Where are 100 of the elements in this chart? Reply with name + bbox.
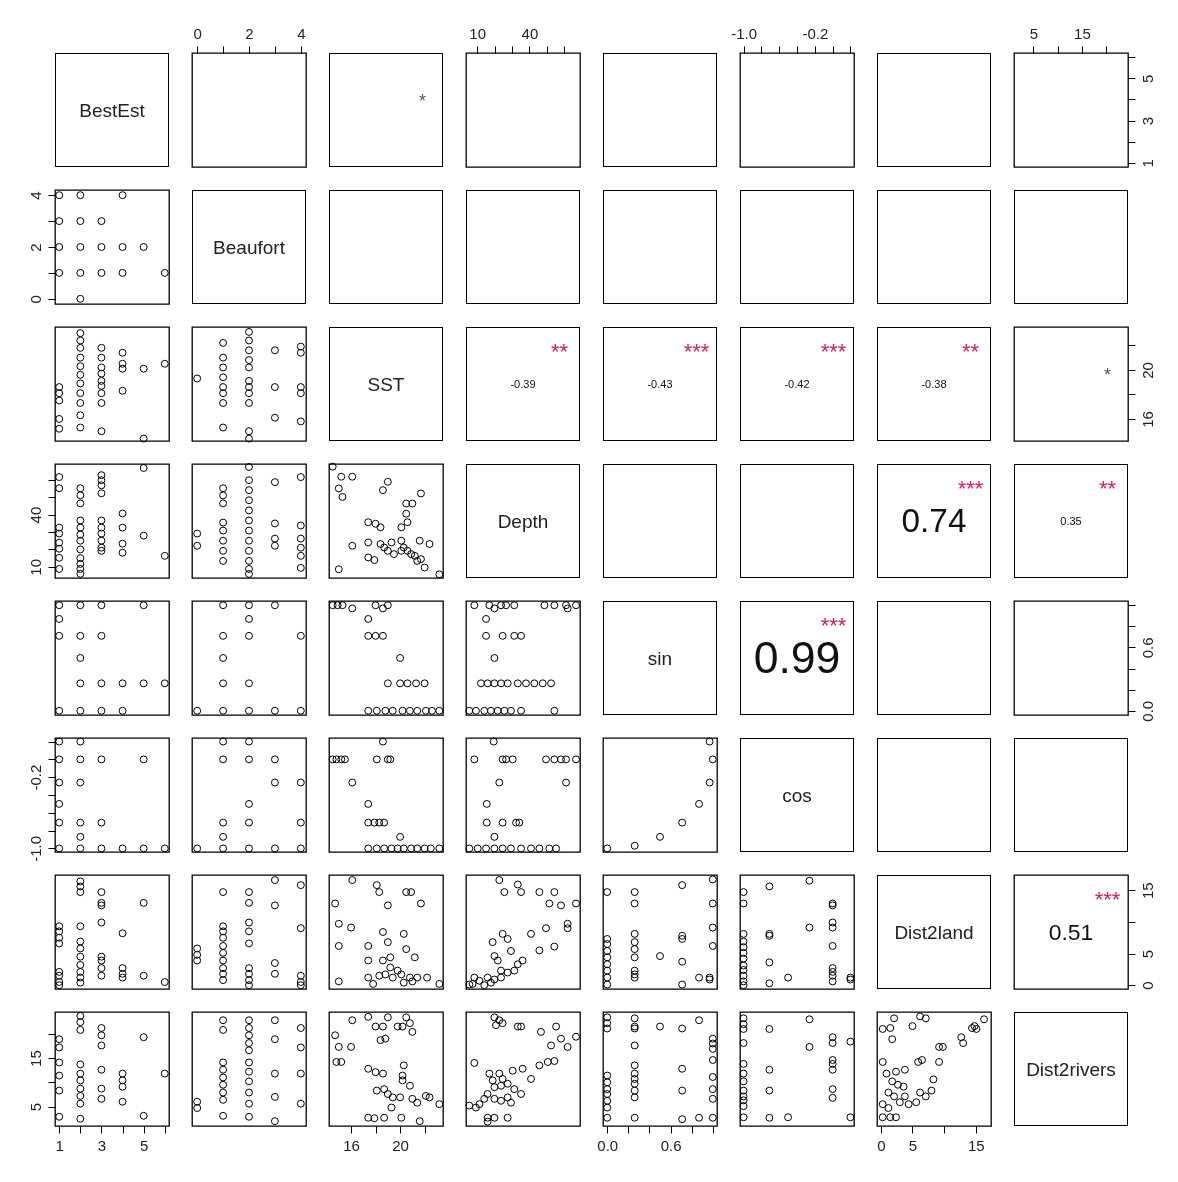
point <box>407 888 416 897</box>
point <box>510 631 519 640</box>
point <box>364 844 373 853</box>
point <box>396 1093 405 1102</box>
point <box>603 953 612 962</box>
point <box>535 844 544 853</box>
point <box>678 881 687 890</box>
point <box>337 755 346 764</box>
point <box>483 973 492 982</box>
point <box>296 631 305 640</box>
point <box>118 929 127 938</box>
point <box>76 631 85 640</box>
point <box>397 536 406 545</box>
point <box>739 1113 748 1122</box>
point <box>507 844 515 853</box>
point <box>497 601 505 610</box>
point <box>383 1090 392 1098</box>
point <box>55 939 64 948</box>
x-tick-label: 16 <box>343 1136 360 1154</box>
point <box>245 496 253 505</box>
point <box>219 922 228 931</box>
point <box>784 1113 793 1122</box>
point <box>630 1061 639 1070</box>
point <box>828 977 837 986</box>
point <box>498 1019 507 1028</box>
point <box>908 1022 917 1031</box>
point <box>219 1058 228 1067</box>
y-tick-label: 5 <box>1138 949 1156 959</box>
point <box>219 423 228 432</box>
point <box>97 844 106 853</box>
point <box>296 534 305 543</box>
point <box>245 1016 253 1025</box>
point <box>739 1059 748 1068</box>
point <box>892 1113 900 1122</box>
point <box>245 1024 253 1032</box>
point <box>739 961 748 970</box>
point <box>399 929 408 938</box>
point <box>413 1098 422 1107</box>
point <box>55 414 64 423</box>
y-tick-label: 5 <box>26 1102 44 1112</box>
point <box>493 956 502 965</box>
point <box>76 967 85 976</box>
point <box>118 1076 127 1085</box>
point <box>828 1033 837 1042</box>
point <box>219 499 228 508</box>
point <box>118 364 127 373</box>
point <box>495 1069 504 1078</box>
point <box>245 1112 253 1121</box>
point <box>739 954 748 963</box>
point <box>245 356 253 365</box>
point <box>828 1059 837 1068</box>
point <box>398 1022 407 1031</box>
point <box>160 268 169 277</box>
point <box>296 1043 305 1052</box>
point <box>219 338 228 347</box>
point <box>76 1060 85 1069</box>
point <box>76 554 85 563</box>
point <box>97 706 106 715</box>
point <box>402 499 411 508</box>
point <box>397 523 406 532</box>
point <box>383 1013 392 1022</box>
point <box>428 706 436 715</box>
point <box>139 971 148 980</box>
point <box>76 877 85 886</box>
point <box>245 327 253 336</box>
point <box>656 832 664 841</box>
point <box>739 966 748 974</box>
y-tick-label: 10 <box>26 559 44 576</box>
point <box>76 491 85 500</box>
point <box>739 943 748 952</box>
point <box>603 1024 612 1033</box>
point <box>399 844 408 853</box>
point <box>397 970 406 979</box>
point <box>76 882 85 891</box>
point <box>370 556 379 564</box>
point <box>914 1058 923 1066</box>
point <box>678 1086 687 1095</box>
point <box>708 941 717 950</box>
point <box>76 379 85 388</box>
point <box>97 399 106 407</box>
point <box>219 755 228 764</box>
point <box>416 555 425 564</box>
point <box>55 631 64 640</box>
point <box>219 832 228 841</box>
point <box>402 509 411 518</box>
point <box>490 1013 499 1022</box>
point <box>97 1084 106 1093</box>
point <box>334 565 343 574</box>
point <box>270 1035 279 1044</box>
point <box>97 755 106 764</box>
point <box>545 899 554 908</box>
point <box>76 937 85 946</box>
point <box>370 818 379 827</box>
point <box>403 546 412 555</box>
point <box>739 1039 748 1047</box>
point <box>878 1058 887 1066</box>
point <box>435 979 444 988</box>
point <box>517 1022 526 1031</box>
point <box>535 1061 544 1070</box>
point <box>708 875 717 884</box>
